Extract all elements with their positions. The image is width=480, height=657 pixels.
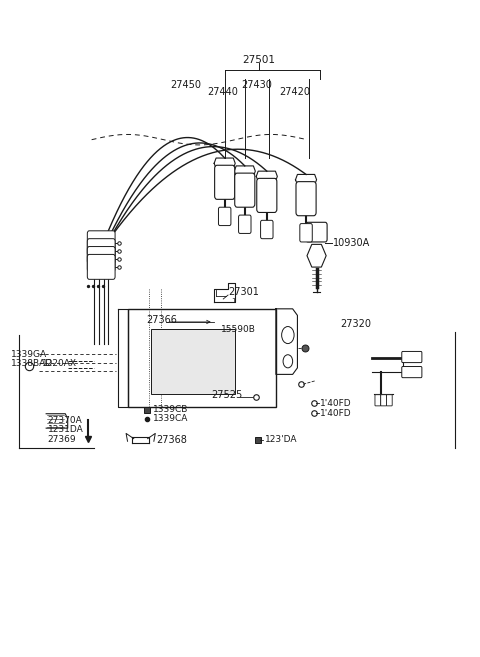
FancyBboxPatch shape — [235, 173, 255, 207]
FancyBboxPatch shape — [87, 238, 115, 263]
Text: 1: 1 — [231, 298, 236, 304]
FancyBboxPatch shape — [261, 220, 273, 238]
Text: 27369: 27369 — [48, 436, 76, 444]
Text: 27368: 27368 — [156, 435, 187, 445]
FancyBboxPatch shape — [215, 166, 235, 199]
Text: 15590B: 15590B — [221, 325, 256, 334]
Text: 1339CA: 1339CA — [153, 415, 188, 424]
Text: 1339GA: 1339GA — [11, 350, 48, 359]
Text: 27320: 27320 — [340, 319, 372, 329]
FancyBboxPatch shape — [375, 395, 381, 406]
FancyBboxPatch shape — [296, 181, 316, 215]
Text: 27440: 27440 — [207, 87, 239, 97]
Text: 27301: 27301 — [228, 288, 259, 298]
FancyBboxPatch shape — [402, 367, 422, 378]
FancyBboxPatch shape — [386, 395, 392, 406]
Text: 27430: 27430 — [241, 79, 272, 89]
FancyBboxPatch shape — [218, 207, 231, 225]
FancyBboxPatch shape — [87, 246, 115, 271]
FancyBboxPatch shape — [257, 178, 277, 212]
FancyBboxPatch shape — [239, 215, 251, 233]
Text: 27501: 27501 — [243, 55, 276, 64]
FancyBboxPatch shape — [87, 231, 115, 256]
FancyBboxPatch shape — [128, 309, 276, 407]
Text: 27420: 27420 — [279, 87, 310, 97]
FancyBboxPatch shape — [87, 254, 115, 279]
Text: 27370A: 27370A — [48, 416, 83, 425]
Text: 123'DA: 123'DA — [265, 436, 298, 444]
Text: 1338BAD: 1338BAD — [11, 359, 53, 368]
Text: 1220AX: 1220AX — [42, 359, 77, 368]
FancyBboxPatch shape — [152, 328, 235, 394]
Text: 10930A: 10930A — [333, 238, 371, 248]
Text: 27450: 27450 — [170, 79, 202, 89]
Text: 1231DA: 1231DA — [48, 425, 84, 434]
Text: 27525: 27525 — [211, 390, 242, 400]
FancyBboxPatch shape — [306, 222, 327, 242]
FancyBboxPatch shape — [402, 351, 422, 363]
Text: 1339CB: 1339CB — [153, 405, 188, 415]
FancyBboxPatch shape — [300, 223, 312, 242]
Text: 27366: 27366 — [147, 315, 178, 325]
Text: 1'40FD: 1'40FD — [321, 399, 352, 408]
Text: 1'40FD: 1'40FD — [321, 409, 352, 418]
FancyBboxPatch shape — [381, 395, 386, 406]
